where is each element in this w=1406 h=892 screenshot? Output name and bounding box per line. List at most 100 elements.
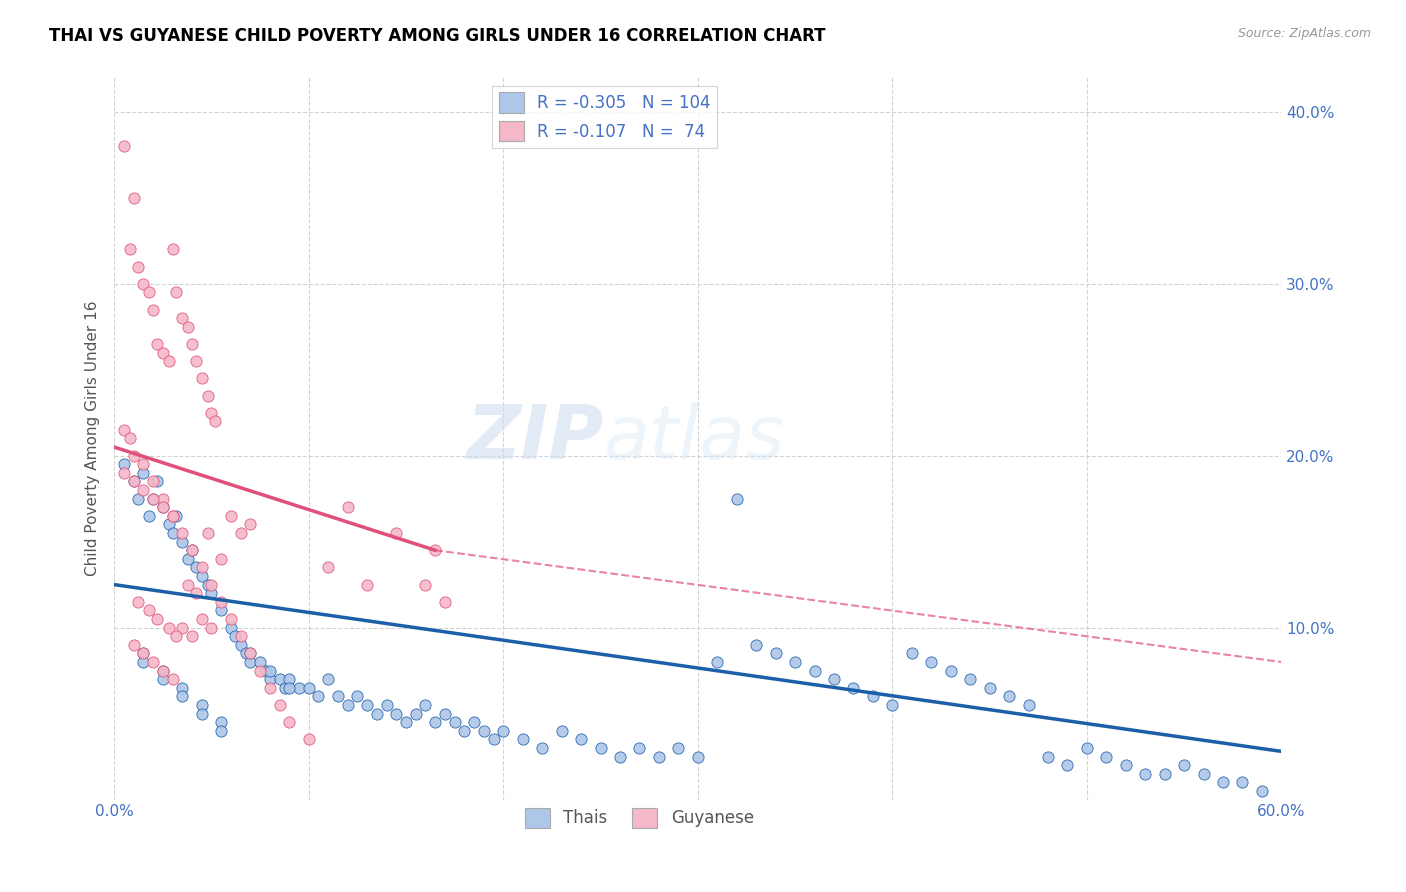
Point (259, 664, 281, 678)
Point (152, 500, 174, 515)
Point (200, 621, 222, 635)
Point (122, 638, 145, 652)
Point (118, 243, 141, 257)
Point (209, 715, 232, 730)
Point (512, 732, 534, 747)
Point (190, 698, 212, 712)
Point (1076, 741, 1098, 756)
Point (142, 475, 165, 489)
Point (765, 646, 787, 660)
Point (346, 690, 368, 704)
Point (122, 449, 145, 463)
Point (229, 526, 252, 541)
Point (146, 612, 169, 626)
Point (425, 715, 447, 730)
Point (939, 664, 962, 678)
Point (162, 243, 184, 257)
Point (181, 629, 204, 643)
Point (453, 723, 475, 738)
Point (979, 681, 1001, 695)
Point (1173, 758, 1195, 772)
Point (492, 723, 515, 738)
Text: ZIP: ZIP (467, 402, 605, 475)
Point (172, 526, 194, 541)
Point (152, 500, 174, 515)
Point (224, 629, 246, 643)
Point (900, 646, 922, 660)
Point (259, 681, 281, 695)
Point (162, 508, 184, 523)
Point (443, 715, 465, 730)
Point (433, 595, 456, 609)
Point (190, 560, 212, 574)
Point (249, 655, 271, 669)
Point (142, 491, 165, 506)
Point (190, 706, 212, 721)
Text: atlas: atlas (605, 402, 786, 475)
Point (172, 681, 194, 695)
Point (415, 698, 437, 712)
Point (132, 466, 155, 480)
Point (142, 302, 165, 317)
Point (259, 672, 281, 686)
Point (415, 577, 437, 591)
Point (385, 526, 408, 541)
Point (138, 508, 160, 523)
Point (998, 690, 1021, 704)
Point (278, 672, 301, 686)
Point (200, 406, 222, 420)
Point (209, 723, 232, 738)
Text: THAI VS GUYANESE CHILD POVERTY AMONG GIRLS UNDER 16 CORRELATION CHART: THAI VS GUYANESE CHILD POVERTY AMONG GIR… (49, 27, 825, 45)
Point (1056, 758, 1078, 772)
Point (157, 354, 180, 368)
Point (197, 526, 219, 541)
Point (146, 337, 169, 351)
Point (472, 723, 495, 738)
Point (316, 672, 339, 686)
Point (197, 577, 219, 591)
Point (132, 646, 155, 660)
Point (288, 681, 311, 695)
Point (152, 491, 174, 506)
Point (172, 690, 194, 704)
Point (569, 732, 592, 747)
Point (425, 543, 447, 558)
Point (405, 706, 427, 721)
Point (204, 414, 226, 428)
Point (395, 715, 418, 730)
Point (162, 672, 184, 686)
Point (142, 655, 165, 669)
Point (298, 732, 321, 747)
Point (1212, 775, 1234, 789)
Point (463, 715, 485, 730)
Point (219, 612, 242, 626)
Point (172, 311, 194, 326)
Point (239, 655, 262, 669)
Point (307, 690, 329, 704)
Point (366, 706, 388, 721)
Point (209, 595, 232, 609)
Point (686, 749, 709, 764)
Point (181, 337, 204, 351)
Point (269, 672, 291, 686)
Point (550, 723, 572, 738)
Point (1153, 766, 1175, 780)
Point (200, 577, 222, 591)
Point (316, 560, 339, 574)
Point (229, 629, 252, 643)
Point (628, 741, 651, 756)
Point (190, 371, 212, 385)
Point (609, 749, 631, 764)
Point (298, 681, 321, 695)
Point (152, 664, 174, 678)
Point (254, 664, 277, 678)
Point (118, 432, 141, 446)
Point (356, 698, 378, 712)
Point (1251, 784, 1274, 798)
Point (138, 285, 160, 300)
Point (823, 672, 845, 686)
Legend: Thais, Guyanese: Thais, Guyanese (519, 801, 761, 835)
Point (375, 698, 398, 712)
Point (219, 621, 242, 635)
Point (336, 500, 359, 515)
